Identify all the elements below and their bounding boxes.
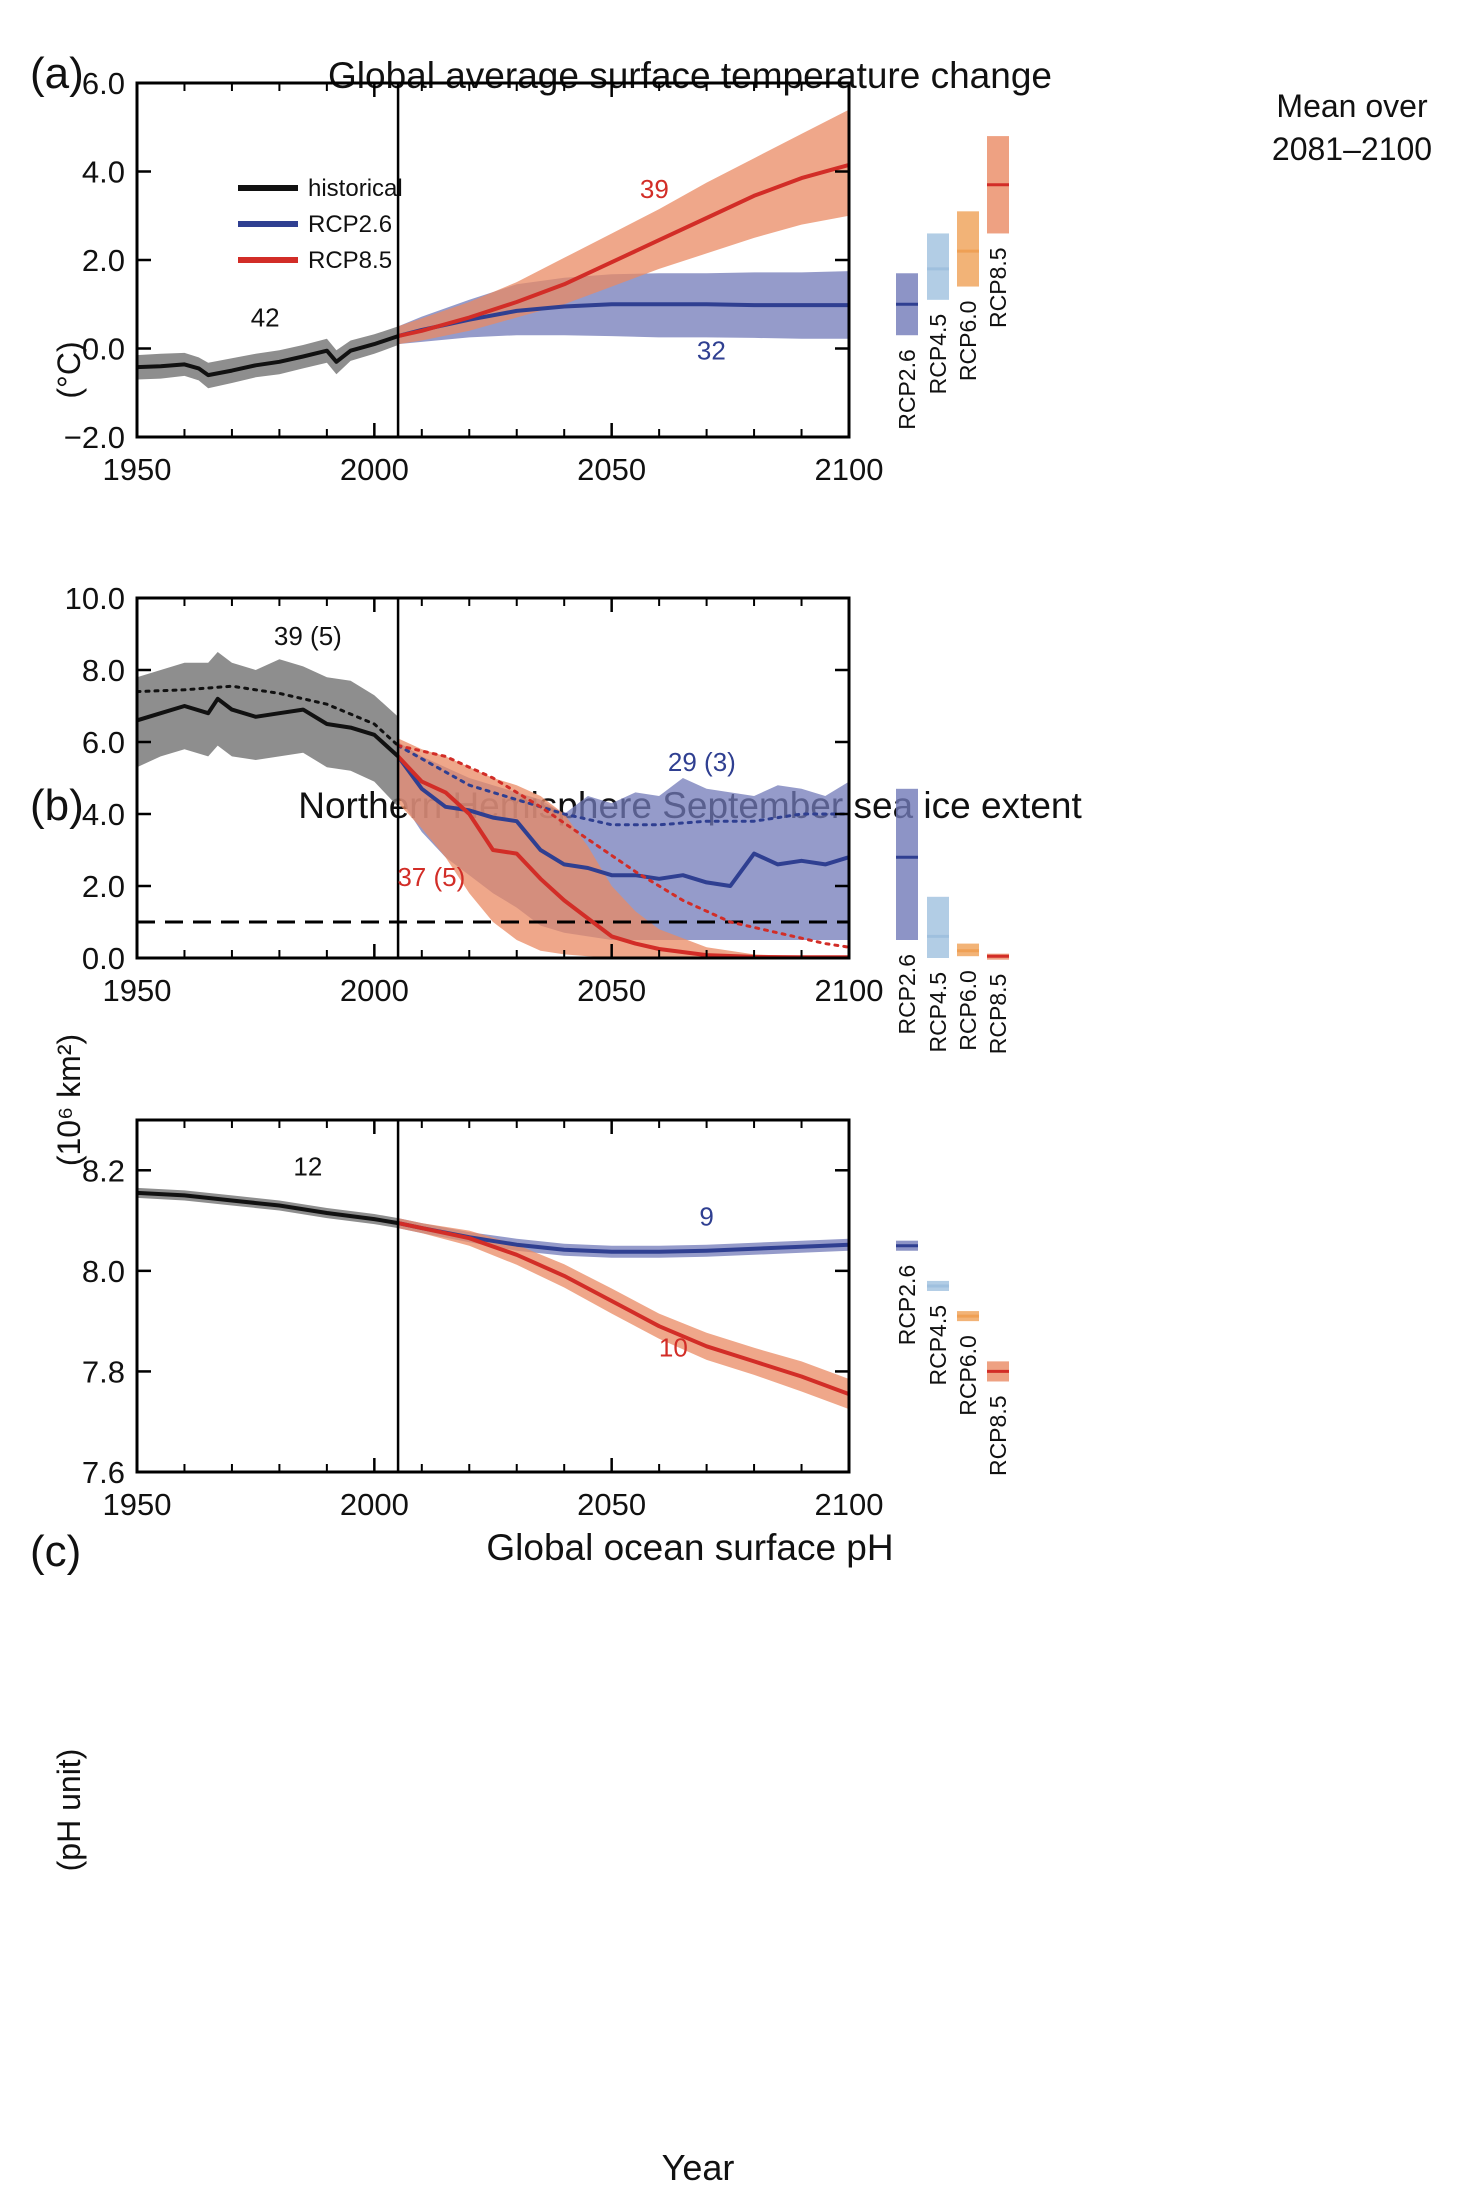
legend: historical RCP2.6 RCP8.5 <box>238 175 403 274</box>
panel-c-ph: (c) Global ocean surface pH (pH unit) 19… <box>30 1118 1011 2188</box>
model-count-label-historical: 39 (5) <box>274 621 342 651</box>
model-count-label-rcp2-6: 9 <box>699 1202 713 1232</box>
y-tick-label: 8.0 <box>82 653 125 688</box>
y-tick-label: 10.0 <box>65 581 125 616</box>
mean-bar-label-rcp2-6: RCP2.6 <box>894 349 920 430</box>
mean-range-bar-rcp2-6 <box>896 788 918 940</box>
mean-bar-label-rcp4-5: RCP4.5 <box>925 314 951 395</box>
plot-data <box>137 652 849 958</box>
x-axis-label: Year <box>662 2147 735 2188</box>
x-tick-label: 1950 <box>103 452 172 487</box>
mean-bar-label-rcp2-6: RCP2.6 <box>894 954 920 1035</box>
series-line-rcp2-6 <box>396 755 849 888</box>
x-tick-label: 1950 <box>103 973 172 1008</box>
mean-bar-label-rcp6-0: RCP6.0 <box>955 1335 981 1416</box>
series-line-historical <box>137 1190 399 1226</box>
y-tick-label: 2.0 <box>82 243 125 278</box>
mean-bar-label-rcp8-5: RCP8.5 <box>985 1395 1011 1476</box>
x-tick-label: 2050 <box>577 973 646 1008</box>
legend-label-historical: historical <box>308 175 403 202</box>
mean-range-bar-rcp6-0 <box>957 211 979 287</box>
y-tick-label: 7.8 <box>82 1354 125 1389</box>
series-line-historical <box>137 696 400 758</box>
mean-over-title-line2: 2081–2100 <box>1272 131 1432 167</box>
y-tick-label: 8.2 <box>82 1153 125 1188</box>
panel-letter: (a) <box>30 49 84 98</box>
series-line-rcp8-5 <box>397 162 849 339</box>
y-tick-label: 8.0 <box>82 1254 125 1289</box>
y-tick-label: 6.0 <box>82 725 125 760</box>
uncertainty-band-rcp8-5 <box>398 738 849 958</box>
series-line-rcp2-6-mean-dotted <box>396 744 849 827</box>
y-tick-label: 6.0 <box>82 66 125 101</box>
model-count-label-rcp2-6: 29 (3) <box>668 747 736 777</box>
panel-letter: (b) <box>30 781 84 830</box>
plot-frame <box>135 596 851 960</box>
y-tick-label: −2.0 <box>64 420 125 455</box>
panel-b-sea-ice: (b) Northern Hemisphere September sea ic… <box>30 581 1082 1166</box>
series-line-rcp8-5-mean-dotted <box>396 744 849 949</box>
mean-bar-label-rcp8-5: RCP8.5 <box>985 247 1011 328</box>
model-count-label-rcp8-5: 10 <box>659 1332 688 1362</box>
mean-range-bar-rcp4-5 <box>927 896 949 958</box>
mean-range-bar-rcp4-5 <box>927 233 949 300</box>
model-count-label-rcp2-6: 32 <box>697 336 726 366</box>
y-tick-label: 4.0 <box>82 797 125 832</box>
plot-frame <box>135 1118 851 1474</box>
model-count-label-rcp8-5: 37 (5) <box>397 862 465 892</box>
mean-bar-label-rcp4-5: RCP4.5 <box>925 1305 951 1386</box>
model-count-label-historical: 42 <box>251 302 280 332</box>
series-line-rcp8-5 <box>397 1221 849 1396</box>
panel-title: Global average surface temperature chang… <box>328 55 1052 96</box>
legend-label-rcp26: RCP2.6 <box>308 211 392 238</box>
series-line-historical-mean-dotted <box>137 684 400 748</box>
uncertainty-band-rcp8-5 <box>398 109 849 345</box>
series-line-rcp8-5 <box>396 755 849 958</box>
panel-letter: (c) <box>30 1527 81 1576</box>
y-tick-label: 4.0 <box>82 155 125 190</box>
x-tick-label: 2050 <box>577 1487 646 1522</box>
y-tick-label: 7.6 <box>82 1455 125 1490</box>
x-tick-label: 2000 <box>340 452 409 487</box>
panel-a-temperature: (a) Global average surface temperature c… <box>30 49 1432 487</box>
mean-bar-label-rcp4-5: RCP4.5 <box>925 972 951 1053</box>
legend-label-rcp85: RCP8.5 <box>308 247 392 274</box>
y-tick-label: 2.0 <box>82 869 125 904</box>
x-tick-label: 2000 <box>340 1487 409 1522</box>
panel-title: Global ocean surface pH <box>486 1527 893 1568</box>
mean-over-title-line1: Mean over <box>1276 88 1428 124</box>
y-axis-label: (°C) <box>51 341 87 398</box>
y-tick-label: 0.0 <box>82 332 125 367</box>
mean-bar-label-rcp6-0: RCP6.0 <box>955 301 981 382</box>
series-line-historical <box>137 334 399 378</box>
x-tick-label: 2100 <box>815 452 884 487</box>
model-count-label-rcp8-5: 39 <box>640 174 669 204</box>
mean-bar-label-rcp2-6: RCP2.6 <box>894 1265 920 1346</box>
mean-bar-label-rcp6-0: RCP6.0 <box>955 970 981 1051</box>
y-axis-label: (pH unit) <box>51 1749 87 1872</box>
x-tick-label: 1950 <box>103 1487 172 1522</box>
uncertainty-band-historical <box>137 326 399 389</box>
uncertainty-band-historical <box>137 652 399 807</box>
mean-bar-label-rcp8-5: RCP8.5 <box>985 974 1011 1055</box>
y-axis-label: (10⁶ km²) <box>51 1034 87 1166</box>
y-tick-label: 0.0 <box>82 941 125 976</box>
x-tick-label: 2100 <box>815 973 884 1008</box>
x-tick-label: 2100 <box>815 1487 884 1522</box>
plot-data <box>137 109 849 389</box>
x-tick-label: 2050 <box>577 452 646 487</box>
uncertainty-band-rcp8-5 <box>398 1218 849 1410</box>
model-count-label-historical: 12 <box>293 1151 322 1181</box>
plot-data <box>137 1187 849 1410</box>
x-tick-label: 2000 <box>340 973 409 1008</box>
